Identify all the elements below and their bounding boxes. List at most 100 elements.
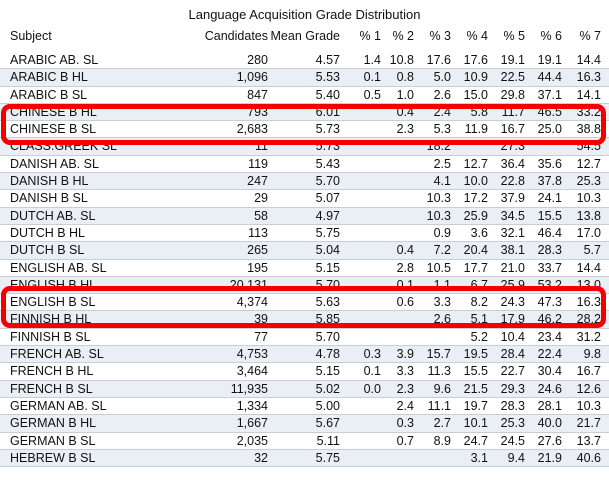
cell-mean-grade: 4.78 — [315, 347, 340, 362]
cell-pct-5: 10.4 — [500, 329, 525, 344]
cell-mean-grade: 5.53 — [315, 70, 340, 85]
table-row: DANISH B HL 247 5.70 4.1 10.0 22.8 37.8 25.3 — [0, 173, 609, 191]
cell-pct-6: 15.5 — [537, 208, 562, 223]
cell-pct-5: 22.8 — [500, 174, 525, 189]
cell-pct-5: 9.4 — [507, 450, 525, 465]
header-pct-1: % 1 — [359, 29, 381, 43]
cell-pct-6: 28.1 — [537, 398, 562, 413]
cell-candidates: 29 — [254, 191, 268, 206]
cell-subject: GERMAN AB. SL — [10, 398, 107, 413]
cell-pct-1: 0.1 — [363, 70, 381, 85]
cell-subject: DUTCH AB. SL — [10, 208, 96, 223]
cell-pct-4: 10.9 — [463, 70, 488, 85]
cell-pct-2: 3.3 — [396, 364, 414, 379]
cell-pct-1: 0.0 — [363, 381, 381, 396]
cell-pct-5: 37.9 — [500, 191, 525, 206]
cell-pct-2: 0.6 — [396, 295, 414, 310]
cell-pct-2: 2.3 — [396, 381, 414, 396]
cell-pct-3: 9.6 — [433, 381, 451, 396]
cell-pct-6: 44.4 — [537, 70, 562, 85]
cell-pct-5: 28.4 — [500, 347, 525, 362]
cell-pct-4: 5.1 — [470, 312, 488, 327]
table-row: FRENCH B HL 3,464 5.15 0.1 3.3 11.3 15.5 22.7 30… — [0, 363, 609, 381]
table-row: ENGLISH B SL 4,374 5.63 0.6 3.3 8.2 24.3 47.3 16… — [0, 294, 609, 312]
cell-pct-6: 25.0 — [537, 122, 562, 137]
cell-pct-6: 37.1 — [537, 87, 562, 102]
cell-subject: HEBREW B SL — [10, 450, 96, 465]
cell-pct-3: 2.5 — [433, 156, 451, 171]
highlight-box-chinese — [1, 104, 606, 145]
cell-pct-7: 5.7 — [583, 243, 601, 258]
cell-subject: DUTCH B HL — [10, 225, 86, 240]
highlight-box-english — [1, 286, 606, 328]
cell-pct-6: 40.0 — [537, 416, 562, 431]
cell-pct-5: 22.7 — [500, 364, 525, 379]
cell-mean-grade: 5.75 — [315, 450, 340, 465]
cell-candidates: 195 — [247, 260, 268, 275]
cell-pct-5: 16.7 — [500, 122, 525, 137]
cell-pct-7: 28.2 — [576, 312, 601, 327]
cell-mean-grade: 5.04 — [315, 243, 340, 258]
cell-pct-3: 8.9 — [433, 433, 451, 448]
cell-mean-grade: 5.11 — [316, 433, 340, 448]
cell-subject: FINNISH B SL — [10, 329, 91, 344]
cell-pct-2: 2.3 — [396, 122, 414, 137]
cell-pct-2: 3.9 — [396, 347, 414, 362]
cell-mean-grade: 4.97 — [315, 208, 340, 223]
cell-pct-7: 16.3 — [576, 295, 601, 310]
cell-pct-7: 12.7 — [576, 156, 601, 171]
cell-pct-7: 17.0 — [576, 225, 601, 240]
cell-pct-6: 47.3 — [537, 295, 562, 310]
cell-pct-3: 3.3 — [433, 295, 451, 310]
cell-pct-3: 5.0 — [433, 70, 451, 85]
header-pct-7: % 7 — [579, 29, 601, 43]
header-pct-2: % 2 — [392, 29, 414, 43]
cell-pct-6: 22.4 — [537, 347, 562, 362]
cell-subject: ENGLISH B SL — [10, 295, 96, 310]
table-row: DUTCH AB. SL 58 4.97 10.3 25.9 34.5 15.5 13.8 — [0, 207, 609, 225]
table-title: Language Acquisition Grade Distribution — [188, 7, 421, 22]
cell-mean-grade: 4.57 — [315, 53, 340, 67]
cell-subject: GERMAN B HL — [10, 416, 97, 431]
cell-pct-5: 29.8 — [500, 87, 525, 102]
cell-pct-2: 0.3 — [396, 416, 414, 431]
table-row: GERMAN AB. SL 1,334 5.00 2.4 11.1 19.7 28.3 28.… — [0, 398, 609, 416]
cell-mean-grade: 5.40 — [315, 87, 340, 102]
cell-pct-4: 25.9 — [463, 208, 488, 223]
table-row: DUTCH B SL 265 5.04 0.4 7.2 20.4 38.1 28.3 5.7 — [0, 242, 609, 260]
cell-mean-grade: 5.63 — [315, 295, 340, 310]
cell-pct-4: 21.5 — [463, 381, 488, 396]
cell-pct-3: 2.6 — [433, 312, 451, 327]
table-row: CHINESE B SL 2,683 5.73 2.3 5.3 11.9 16.7 25.0 3… — [0, 121, 609, 139]
cell-pct-5: 28.3 — [500, 398, 525, 413]
cell-pct-4: 17.7 — [463, 260, 488, 275]
cell-mean-grade: 5.70 — [315, 329, 340, 344]
cell-pct-5: 24.3 — [500, 295, 525, 310]
cell-mean-grade: 5.43 — [315, 156, 340, 171]
cell-candidates: 2,035 — [236, 433, 268, 448]
cell-pct-3: 2.6 — [433, 87, 451, 102]
table-row: DANISH AB. SL 119 5.43 2.5 12.7 36.4 35.6 12.7 — [0, 156, 609, 174]
cell-candidates: 847 — [247, 87, 268, 102]
cell-pct-7: 21.7 — [576, 416, 601, 431]
cell-pct-3: 10.3 — [426, 191, 451, 206]
cell-pct-7: 14.4 — [576, 53, 601, 67]
cell-candidates: 4,374 — [236, 295, 268, 310]
cell-mean-grade: 5.07 — [315, 191, 340, 206]
cell-pct-2: 0.8 — [396, 70, 414, 85]
cell-subject: ARABIC B SL — [10, 87, 88, 102]
cell-subject: DANISH B SL — [10, 191, 88, 206]
cell-pct-4: 15.0 — [463, 87, 488, 102]
cell-subject: DUTCH B SL — [10, 243, 85, 258]
cell-pct-4: 19.5 — [463, 347, 488, 362]
header-pct-3: % 3 — [429, 29, 451, 43]
cell-pct-6: 24.1 — [537, 191, 562, 206]
cell-pct-5: 32.1 — [500, 225, 525, 240]
cell-candidates: 265 — [247, 243, 268, 258]
cell-subject: GERMAN B SL — [10, 433, 96, 448]
table-row: FRENCH AB. SL 4,753 4.78 0.3 3.9 15.7 19.5 28.4… — [0, 346, 609, 364]
cell-pct-3: 7.2 — [433, 243, 451, 258]
cell-candidates: 113 — [248, 225, 268, 240]
cell-candidates: 32 — [254, 450, 268, 465]
cell-pct-7: 40.6 — [576, 450, 601, 465]
